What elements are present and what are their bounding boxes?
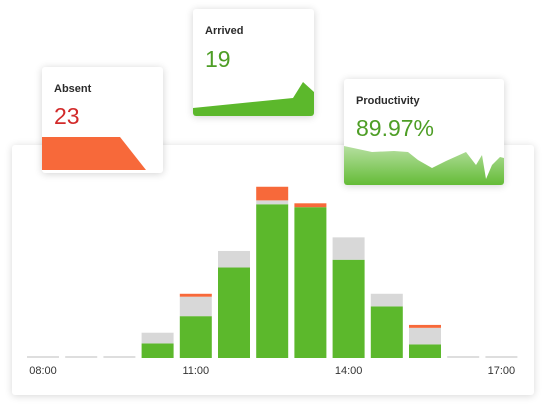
bar-empty bbox=[447, 356, 480, 358]
bar-segment-present[interactable] bbox=[332, 259, 365, 358]
x-tick-label: 17:00 bbox=[488, 365, 516, 377]
bar-segment-pending[interactable] bbox=[256, 200, 289, 205]
bar-segment-present[interactable] bbox=[141, 343, 174, 358]
bar-empty bbox=[65, 356, 98, 358]
bar-empty bbox=[27, 356, 59, 358]
arrived-card[interactable]: Arrived 19 bbox=[193, 9, 314, 116]
bar-segment-pending[interactable] bbox=[179, 296, 212, 317]
absent-card[interactable]: Absent 23 bbox=[42, 67, 163, 173]
productivity-sparkline bbox=[344, 146, 504, 185]
bar-segment-present[interactable] bbox=[370, 306, 403, 358]
bar-segment-absent[interactable] bbox=[179, 293, 212, 297]
x-tick-label: 11:00 bbox=[182, 365, 209, 377]
x-tick-label: 14:00 bbox=[335, 365, 363, 377]
absent-label: Absent bbox=[54, 83, 92, 95]
bar-segment-pending[interactable] bbox=[218, 250, 250, 268]
bar-segment-absent[interactable] bbox=[256, 186, 289, 201]
bar-segment-present[interactable] bbox=[218, 267, 250, 358]
arrived-sparkline bbox=[193, 82, 314, 116]
bar-segment-present[interactable] bbox=[256, 204, 289, 358]
bar-segment-present[interactable] bbox=[179, 316, 212, 358]
bar-segment-absent[interactable] bbox=[294, 203, 327, 208]
bar-empty bbox=[485, 356, 518, 358]
productivity-value: 89.97% bbox=[356, 115, 435, 141]
arrived-sparkline-area bbox=[193, 82, 314, 116]
productivity-card[interactable]: Productivity 89.97% bbox=[344, 79, 504, 185]
bar-segment-pending[interactable] bbox=[409, 327, 441, 345]
bar-segment-present[interactable] bbox=[409, 344, 441, 358]
bar-segment-absent[interactable] bbox=[409, 324, 441, 328]
bar-empty bbox=[103, 356, 136, 358]
arrived-label: Arrived bbox=[205, 25, 244, 37]
attendance-chart: 08:00 11:00 14:00 17:00 bbox=[27, 186, 518, 377]
absent-sparkline-area bbox=[42, 137, 146, 170]
productivity-label: Productivity bbox=[356, 95, 420, 107]
bar-segment-pending[interactable] bbox=[141, 332, 174, 344]
absent-sparkline bbox=[42, 137, 146, 170]
bar-segment-pending[interactable] bbox=[370, 293, 403, 307]
arrived-value: 19 bbox=[205, 46, 231, 72]
attendance-chart-card: 08:00 11:00 14:00 17:00 bbox=[12, 145, 534, 395]
absent-value: 23 bbox=[54, 103, 80, 129]
bar-segment-pending[interactable] bbox=[332, 237, 365, 260]
bar-segment-present[interactable] bbox=[294, 207, 327, 358]
productivity-sparkline-area bbox=[344, 146, 504, 185]
x-tick-label: 08:00 bbox=[29, 365, 57, 377]
